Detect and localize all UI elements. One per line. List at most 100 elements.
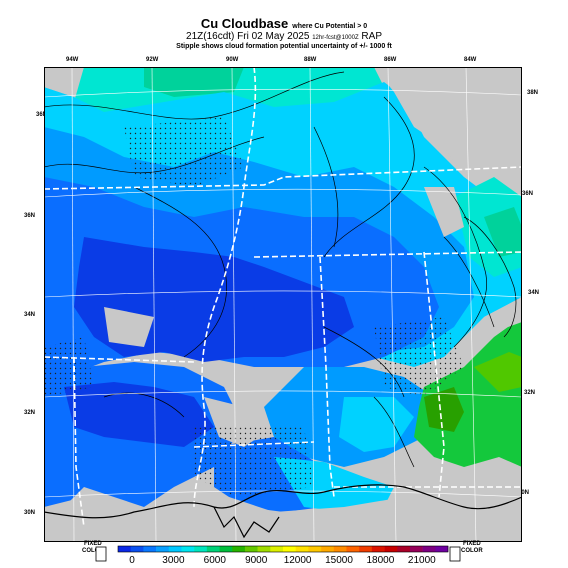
colorbar-swatch bbox=[384, 546, 398, 552]
gap-north bbox=[44, 67, 84, 97]
map-title: Cu Cloudbase where Cu Potential > 0 bbox=[0, 16, 568, 31]
grid-lat-32 bbox=[44, 390, 522, 398]
delta-coast bbox=[213, 506, 280, 539]
colorbar-tick-label: 6000 bbox=[204, 555, 227, 566]
contour-1 bbox=[44, 71, 345, 120]
gulf-coast bbox=[44, 484, 522, 519]
gap-se bbox=[464, 457, 522, 492]
colorbar-frame bbox=[117, 545, 449, 553]
colorbar-swatch bbox=[333, 546, 347, 552]
stipple-east bbox=[374, 317, 464, 397]
lat-label-left-36n: 36N bbox=[36, 112, 48, 118]
cloudbase-map bbox=[44, 67, 522, 542]
contour-10 bbox=[103, 392, 185, 418]
title-text: Cu Cloudbase bbox=[200, 16, 289, 31]
colorbar-swatch bbox=[270, 546, 284, 552]
gap-south bbox=[154, 472, 522, 542]
valid-time: 21Z(16cdt) Fri 02 May 2025 bbox=[186, 31, 310, 42]
state-borders bbox=[44, 67, 522, 528]
contour-5 bbox=[323, 96, 415, 258]
east-lime-region bbox=[474, 352, 522, 392]
graticule bbox=[44, 67, 522, 542]
border-ms-al bbox=[319, 256, 335, 498]
colorbar-swatch bbox=[397, 546, 411, 552]
contour-9 bbox=[323, 326, 405, 398]
colorbar-swatch bbox=[130, 546, 144, 552]
lat-label-right-34n: 34N bbox=[528, 290, 540, 296]
colorbar-swatch bbox=[321, 546, 335, 552]
contour-7 bbox=[463, 216, 517, 338]
contour-4 bbox=[313, 126, 339, 248]
lat-label-left-34n: 34N bbox=[24, 312, 36, 318]
lat-label-right-30n: 30N bbox=[518, 490, 530, 496]
grid-lon-92 bbox=[151, 67, 157, 542]
colorbar-tick-label: 15000 bbox=[325, 555, 353, 566]
right-label-bottom: COLOR bbox=[461, 548, 483, 554]
lat-label-left-32n: 32N bbox=[24, 410, 36, 416]
colorbar-swatch bbox=[194, 546, 208, 552]
left-label-bottom: COLOR bbox=[82, 548, 104, 554]
lon-label-86w: 86W bbox=[384, 57, 397, 63]
east-green-region bbox=[414, 317, 522, 477]
contour-8 bbox=[443, 236, 495, 328]
border-al-ga bbox=[423, 251, 445, 498]
colorbar-tick-label: 12000 bbox=[284, 555, 312, 566]
title-note: where Cu Potential > 0 bbox=[292, 23, 368, 30]
colorbar: 0 3000 6000 9000 12000 15000 18000 21000 bbox=[95, 545, 461, 566]
model-name: RAP bbox=[361, 31, 382, 42]
lat-label-left-30n: 30N bbox=[24, 510, 36, 516]
lat-label-left-36n-b: 36N bbox=[24, 213, 36, 219]
lat-label-right-36n: 36N bbox=[522, 191, 534, 197]
lon-label-84w: 84W bbox=[464, 57, 477, 63]
colorbar-swatch bbox=[409, 546, 423, 552]
colorbar-ticks: 0 3000 6000 9000 12000 15000 18000 21000 bbox=[129, 555, 436, 566]
stipple-west bbox=[44, 337, 94, 397]
contour-6 bbox=[423, 166, 487, 348]
colorbar-swatch bbox=[359, 546, 373, 552]
lon-label-88w: 88W bbox=[304, 57, 317, 63]
lon-label-94w: 94W bbox=[66, 57, 79, 63]
colorbar-swatch bbox=[257, 546, 271, 552]
northeast-teal bbox=[484, 207, 522, 257]
left-label-top: FIXED bbox=[84, 541, 102, 547]
colorbar-left-label: FIXED COLOR bbox=[82, 541, 104, 555]
map-frame bbox=[44, 67, 522, 542]
colorbar-swatch bbox=[422, 546, 436, 552]
colorbar-swatch bbox=[435, 546, 449, 552]
colorbar-swatch bbox=[156, 546, 170, 552]
grid-lon-88 bbox=[309, 67, 315, 542]
colorbar-tick-label: 18000 bbox=[366, 555, 394, 566]
coastline bbox=[44, 484, 522, 539]
stipple-north bbox=[124, 117, 244, 187]
grid-lat-34 bbox=[44, 290, 522, 298]
colorbar-swatch bbox=[219, 546, 233, 552]
stipple-note: Stipple shows cloud formation potential … bbox=[176, 43, 392, 50]
northwest-teal-region bbox=[144, 67, 244, 97]
valid-time-line: 21Z(16cdt) Fri 02 May 2025 12hr-fcst@100… bbox=[0, 31, 568, 42]
right-label-top: FIXED bbox=[463, 541, 481, 547]
gap-northeast bbox=[374, 67, 522, 187]
colorbar-swatch bbox=[346, 546, 360, 552]
colorbar-swatch bbox=[283, 546, 296, 552]
colorbar-left-box bbox=[95, 546, 107, 562]
lon-label-90w: 90W bbox=[226, 57, 239, 63]
gap-west bbox=[104, 307, 154, 347]
colorbar-swatches bbox=[117, 545, 449, 553]
colorbar-swatch bbox=[143, 546, 157, 552]
colorbar-tick-label: 9000 bbox=[245, 555, 268, 566]
grid-lon-90 bbox=[231, 67, 237, 542]
colorbar-tick-label: 21000 bbox=[408, 555, 436, 566]
gap-ne-inner bbox=[424, 187, 464, 237]
grid-lon-84 bbox=[465, 67, 477, 542]
gap-southwest bbox=[44, 497, 174, 542]
grid-lon-86 bbox=[387, 67, 397, 542]
colorbar-swatch bbox=[168, 546, 182, 552]
grid-lat-36 bbox=[44, 188, 522, 198]
colorbar-swatch bbox=[371, 546, 385, 552]
border-ar-mo bbox=[44, 166, 522, 190]
lat-label-right-38n: 38N bbox=[527, 90, 539, 96]
colorbar-swatch bbox=[295, 546, 309, 552]
grid-lat-38 bbox=[44, 88, 522, 98]
contour-11 bbox=[373, 396, 415, 468]
border-tx-la bbox=[73, 356, 85, 528]
